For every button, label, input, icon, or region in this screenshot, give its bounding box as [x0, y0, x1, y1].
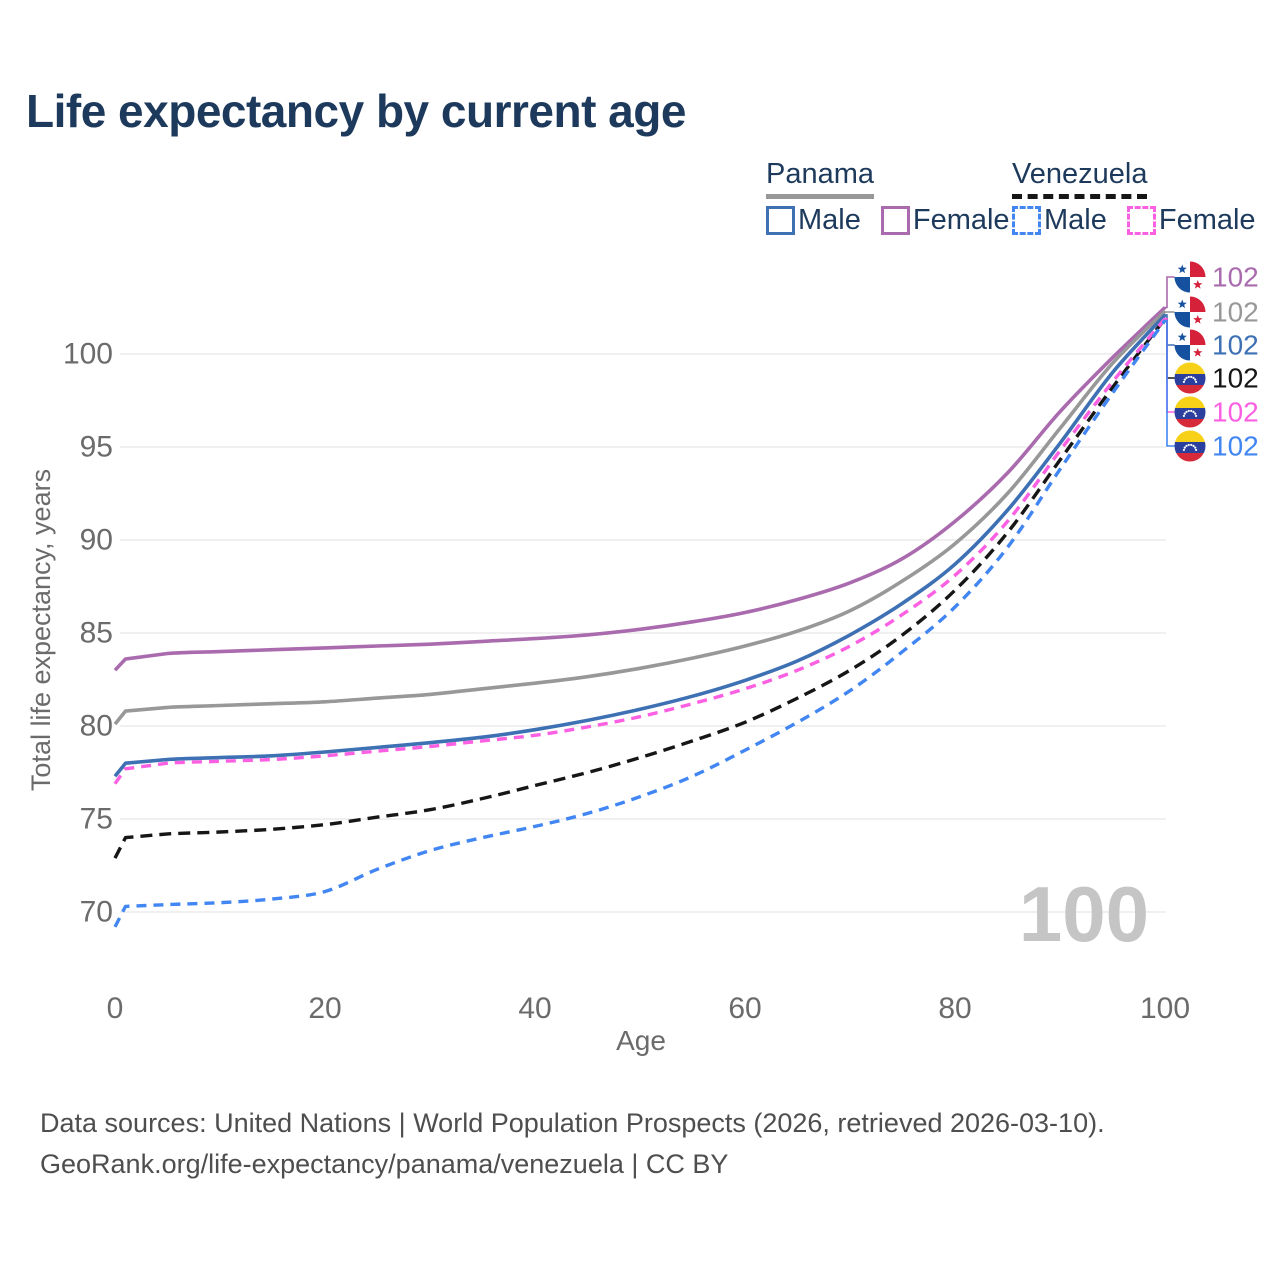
legend-item-venezuela-female[interactable]: Female [1126, 204, 1256, 237]
series-line-venezuela-male[interactable] [113, 319, 1167, 928]
flag-icon-panama [1174, 261, 1206, 293]
legend-country-panama[interactable]: Panama [766, 158, 875, 200]
legend-item-venezuela-male[interactable]: Male [1012, 204, 1107, 237]
legend-label-venezuela-female: Female [1158, 204, 1256, 237]
y-tick-75: 75 [80, 803, 113, 836]
x-tick-100: 100 [1140, 992, 1190, 1025]
legend-country-venezuela[interactable]: Venezuela [1012, 158, 1148, 200]
x-tick-20: 20 [308, 992, 341, 1025]
legend-item-panama-male[interactable]: Male [766, 204, 861, 237]
footer: Data sources: United Nations | World Pop… [40, 1103, 1105, 1185]
leader-line-venezuela-total [1164, 317, 1175, 379]
y-tick-100: 100 [63, 338, 113, 371]
legend-swatch-panama-female [880, 206, 910, 236]
y-tick-95: 95 [80, 431, 113, 464]
series-line-venezuela-total[interactable] [113, 317, 1167, 859]
leader-line-venezuela-female [1164, 317, 1175, 413]
legend-swatch-venezuela-female [1126, 206, 1156, 236]
series-line-panama-female[interactable] [113, 306, 1167, 672]
series-line-venezuela-female[interactable] [113, 317, 1167, 785]
legend-label-venezuela-male: Male [1044, 204, 1107, 237]
x-tick-60: 60 [728, 992, 761, 1025]
end-value-label-panama-male: 102 [1212, 330, 1259, 361]
footer-attribution: GeoRank.org/life-expectancy/panama/venez… [40, 1149, 729, 1179]
y-tick-90: 90 [80, 524, 113, 557]
flag-icon-panama [1174, 296, 1206, 328]
legend-items-venezuela: Male Female [1012, 204, 1276, 237]
end-value-label-panama-total: 102 [1212, 297, 1259, 328]
flag-icon-panama [1174, 329, 1206, 361]
series-line-panama-male[interactable] [113, 313, 1167, 778]
footer-data-sources: Data sources: United Nations | World Pop… [40, 1108, 1105, 1138]
hover-age-watermark: 100 [1019, 870, 1149, 958]
page-title: Life expectancy by current age [26, 85, 686, 137]
flag-icon-venezuela [1174, 430, 1206, 462]
y-tick-80: 80 [80, 710, 113, 743]
y-tick-70: 70 [80, 896, 113, 929]
x-axis-title: Age [616, 1025, 666, 1056]
legend-label-panama-male: Male [798, 204, 861, 237]
x-tick-80: 80 [938, 992, 971, 1025]
y-axis-title: Total life expectancy, years [26, 469, 56, 791]
legend-swatch-panama-male [766, 206, 795, 236]
end-value-label-venezuela-total: 102 [1212, 363, 1259, 394]
legend-label-panama-female: Female [912, 204, 1010, 237]
end-value-label-venezuela-male: 102 [1212, 431, 1259, 462]
y-tick-85: 85 [80, 617, 113, 650]
series-line-panama-total[interactable] [113, 309, 1167, 726]
end-value-label-panama-female: 102 [1212, 262, 1259, 293]
flag-icon-venezuela [1174, 396, 1206, 428]
leader-line-venezuela-male [1164, 319, 1175, 447]
legend-items-panama: Male Female [766, 204, 1030, 237]
leader-line-panama-female [1164, 276, 1175, 309]
flag-icon-venezuela [1174, 362, 1206, 394]
x-tick-0: 0 [107, 992, 124, 1025]
end-value-label-venezuela-female: 102 [1212, 397, 1259, 428]
x-tick-40: 40 [518, 992, 551, 1025]
legend-group-panama: Panama Male Female [766, 158, 1030, 237]
legend-item-panama-female[interactable]: Female [880, 204, 1010, 237]
legend-swatch-venezuela-male [1012, 206, 1041, 236]
legend-group-venezuela: Venezuela Male Female [1012, 158, 1276, 237]
